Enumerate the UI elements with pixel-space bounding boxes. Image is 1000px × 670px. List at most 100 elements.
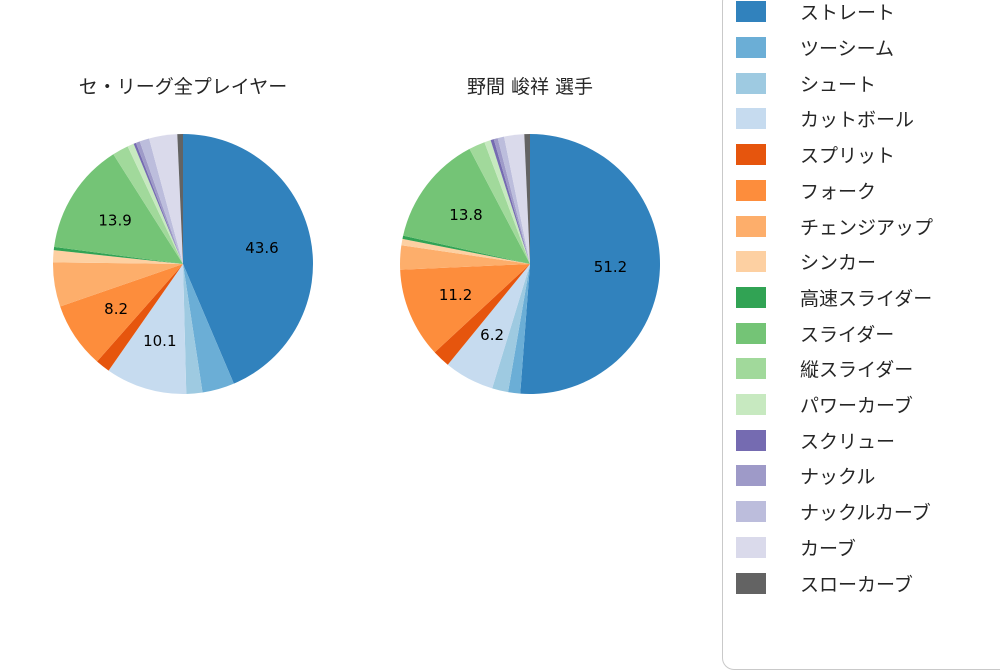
pie-slice-シュート <box>183 264 203 394</box>
legend-item-13: ナックル <box>723 458 1000 494</box>
legend-swatch-icon <box>736 144 766 166</box>
legend-label: ストレート <box>800 2 896 25</box>
legend-label: ナックル <box>800 466 876 489</box>
pie-slice-ストレート <box>520 134 661 395</box>
legend-item-10: 縦スライダー <box>723 351 1000 387</box>
legend-item-16: スローカーブ <box>723 565 1000 601</box>
page: { "legend": { "items": [ { "label": "ストレ… <box>43 0 1000 670</box>
pie-slice-パワーカーブ <box>127 143 183 264</box>
pie-slice-value-label: 10.1 <box>143 332 176 350</box>
pie-slice-value-label: 43.6 <box>245 239 278 257</box>
legend-item-3: カットボール <box>723 101 1000 137</box>
legend-swatch-icon <box>736 179 766 201</box>
legend-label: ツーシーム <box>800 38 895 61</box>
legend-label: スライダー <box>800 323 895 346</box>
pie-slice-スクリュー <box>133 142 183 264</box>
pie-slice-value-label: 11.2 <box>439 286 472 304</box>
pie-slice-スローカーブ <box>524 134 530 264</box>
legend-swatch-icon <box>736 536 766 558</box>
pie-slice-フォーク <box>400 264 530 353</box>
pie-slice-スローカーブ <box>177 134 183 264</box>
legend-item-8: 高速スライダー <box>723 280 1000 316</box>
pie-slice-シンカー <box>53 250 183 264</box>
legend-swatch-icon <box>736 1 766 23</box>
legend-item-9: スライダー <box>723 315 1000 351</box>
pie-slice-スプリット <box>97 264 183 371</box>
legend-swatch-icon <box>736 251 766 273</box>
pie-slice-value-label: 51.2 <box>594 258 627 276</box>
legend-label: 縦スライダー <box>800 359 914 382</box>
legend: ストレートツーシームシュートカットボール スプリットフォークチェンジアップ シンカー… <box>722 0 1000 670</box>
pie-right: 51.2 6.2 11.2 13.8 <box>400 134 661 395</box>
legend-item-14: ナックルカーブ <box>723 494 1000 530</box>
legend-label: ナックルカーブ <box>800 502 931 525</box>
pie-slice-ツーシーム <box>508 264 530 394</box>
legend-label: スクリュー <box>800 430 896 453</box>
legend-item-12: スクリュー <box>723 422 1000 458</box>
pie-slice-シュート <box>492 264 530 393</box>
pie-slice-チェンジアップ <box>400 245 530 270</box>
legend-swatch-icon <box>736 358 766 380</box>
pie-slice-チェンジアップ <box>52 262 184 307</box>
pie-left: 43.6 10.1 8.2 13.9 <box>52 134 314 395</box>
legend-swatch-icon <box>736 465 766 487</box>
pie-slice-スプリット <box>434 264 530 365</box>
legend-swatch-icon <box>736 394 766 416</box>
pie-slice-スライダー <box>403 148 530 264</box>
legend-swatch-icon <box>736 72 766 94</box>
pie-slice-フォーク <box>60 264 183 362</box>
pie-slice-スクリュー <box>490 139 530 264</box>
legend-item-11: パワーカーブ <box>723 387 1000 423</box>
legend-label: カットボール <box>800 109 915 132</box>
legend-item-5: フォーク <box>723 173 1000 209</box>
legend-swatch-icon <box>736 286 766 308</box>
pie-slice-スライダー <box>54 154 183 264</box>
legend-item-7: シンカー <box>723 244 1000 280</box>
pie-chart-noma-player: 野間 峻祥 選手 51.2 6.2 11.2 13.8 <box>390 0 670 420</box>
legend-label: 高速スライダー <box>800 287 933 310</box>
pie-slice-高速スライダー <box>402 235 530 264</box>
pie-slice-ナックルカーブ <box>139 138 183 264</box>
legend-swatch-icon <box>736 572 766 594</box>
legend-item-1: ツーシーム <box>723 30 1000 66</box>
pie-slice-ナックルカーブ <box>497 136 530 264</box>
pie-slice-パワーカーブ <box>484 140 530 264</box>
pie-slice-ナックル <box>135 141 183 264</box>
pie-slice-value-label: 13.9 <box>98 212 131 230</box>
legend-label: チェンジアップ <box>800 216 934 239</box>
pie-slice-value-label: 8.2 <box>104 300 128 318</box>
legend-label: スローカーブ <box>800 573 913 596</box>
legend-item-2: シュート <box>723 65 1000 101</box>
legend-label: フォーク <box>800 180 877 203</box>
chart-title-right: 野間 峻祥 選手 <box>466 76 594 98</box>
legend-swatch-icon <box>736 108 766 130</box>
legend-swatch-icon <box>736 215 766 237</box>
legend-item-0: ストレート <box>723 0 1000 30</box>
pie-slice-縦スライダー <box>113 146 183 264</box>
legend-label: カーブ <box>800 537 856 560</box>
pie-slice-ストレート <box>183 134 314 384</box>
pie-slice-シンカー <box>401 238 530 264</box>
pie-slice-ナックル <box>493 138 530 264</box>
legend-swatch-icon <box>736 322 766 344</box>
legend-label: パワーカーブ <box>800 395 913 418</box>
legend-swatch-icon <box>736 37 766 59</box>
pie-slice-カーブ <box>504 134 530 264</box>
pie-chart-league-all-players: セ・リーグ全プレイヤー 43.6 10.1 8.2 13.9 <box>43 0 323 420</box>
legend-label: シュート <box>800 73 877 96</box>
legend-label: スプリット <box>800 145 896 168</box>
legend-swatch-icon <box>736 501 766 523</box>
pie-slice-カットボール <box>447 264 530 389</box>
legend-swatch-icon <box>736 429 766 451</box>
pie-slice-ツーシーム <box>183 264 234 393</box>
pie-slice-カーブ <box>149 134 183 264</box>
pie-slice-カットボール <box>108 264 187 395</box>
legend-item-4: スプリット <box>723 137 1000 173</box>
chart-title-left: セ・リーグ全プレイヤー <box>78 76 288 98</box>
pie-slice-縦スライダー <box>469 142 530 264</box>
legend-item-15: カーブ <box>723 530 1000 566</box>
pie-slice-value-label: 13.8 <box>449 206 482 224</box>
legend-item-6: チェンジアップ <box>723 208 1000 244</box>
legend-label: シンカー <box>800 252 877 275</box>
pie-slice-value-label: 6.2 <box>480 326 504 344</box>
